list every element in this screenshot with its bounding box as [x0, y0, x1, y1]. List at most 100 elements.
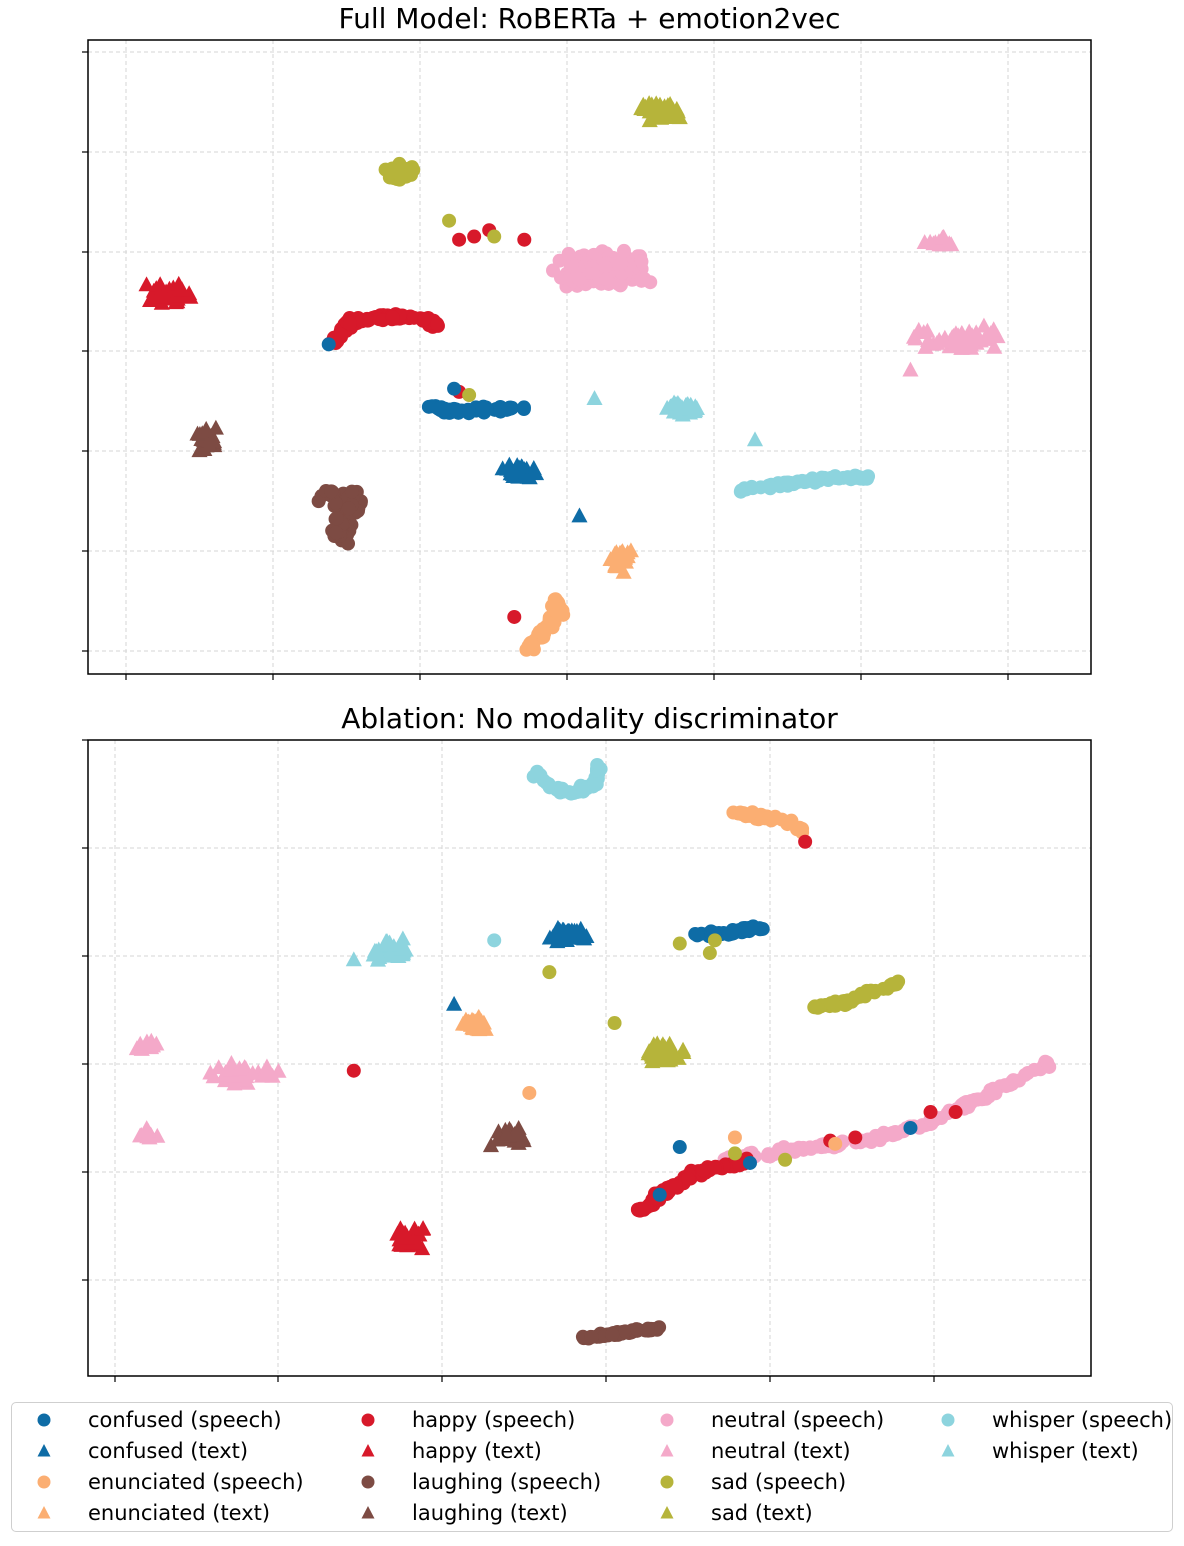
legend-triangle-marker: [37, 1444, 51, 1457]
neutral-text-point: [226, 1075, 243, 1091]
legend-item: enunciated (text): [34, 1499, 270, 1527]
scatter-plot-ablation: [82, 739, 1092, 1382]
sad-speech-point: [672, 936, 687, 951]
sad-speech-point: [487, 229, 502, 244]
enunciated-speech-point: [741, 808, 756, 823]
neutral-speech-point: [634, 254, 649, 269]
legend-circle-marker: [361, 1475, 375, 1489]
whisper-text-point: [390, 940, 407, 956]
laughing-text-point: [191, 442, 208, 458]
neutral-text-point: [205, 1068, 222, 1084]
neutral-text-point: [946, 328, 964, 344]
legend-item: happy (speech): [358, 1406, 575, 1434]
happy-text-point: [406, 1220, 423, 1236]
laughing-speech-point: [341, 501, 356, 516]
legend-label: sad (speech): [711, 1470, 847, 1494]
neutral-text-point: [947, 337, 964, 353]
happy-text-point: [138, 276, 155, 292]
neutral-speech-point: [613, 278, 628, 293]
neutral-text-point: [902, 361, 919, 377]
neutral-text-point: [143, 1032, 160, 1048]
legend-triangle-marker: [660, 1506, 674, 1519]
whisper-text-point: [345, 951, 362, 967]
legend-triangle-marker: [941, 1444, 955, 1457]
confused-text-point: [561, 922, 578, 938]
confused-speech-point: [448, 402, 463, 417]
legend-item: laughing (speech): [358, 1468, 601, 1496]
whisper-speech-point: [530, 764, 545, 779]
sad-text-point: [669, 103, 686, 119]
legend-label: sad (text): [711, 1501, 813, 1525]
happy-speech-point: [669, 1178, 684, 1193]
laughing-speech-point: [630, 1322, 645, 1337]
happy-speech-point: [346, 1063, 361, 1078]
enunciated-speech-point: [794, 823, 809, 838]
neutral-text-point: [258, 1062, 275, 1078]
legend-label: laughing (speech): [412, 1470, 602, 1494]
sad-speech-point: [838, 997, 853, 1012]
legend-circle-marker: [361, 1413, 375, 1427]
legend-triangle-marker: [660, 1444, 674, 1457]
confused-text-point: [546, 928, 563, 944]
enunciated-text-point: [615, 563, 632, 579]
laughing-speech-point: [328, 496, 343, 511]
legend-item: whisper (speech): [938, 1406, 1172, 1434]
neutral-text-point: [986, 338, 1003, 354]
laughing-speech-point: [329, 525, 344, 540]
whisper-speech-point: [542, 780, 557, 795]
enunciated-speech-point: [784, 813, 799, 828]
neutral-speech-point: [804, 1141, 819, 1156]
neutral-text-point: [270, 1062, 287, 1078]
legend-circle-marker: [37, 1413, 51, 1427]
laughing-text-point: [198, 423, 215, 439]
happy-speech-point: [467, 229, 482, 244]
laughing-text-point: [482, 1137, 500, 1153]
enunciated-text-point: [609, 548, 626, 564]
sad-text-point: [641, 112, 658, 128]
legend-label: laughing (text): [412, 1501, 568, 1525]
confused-speech-point: [672, 1140, 687, 1155]
laughing-speech-point: [605, 1327, 620, 1342]
whisper-text-point: [746, 431, 764, 447]
enunciated-text-point: [464, 1013, 481, 1029]
neutral-text-point: [231, 1060, 248, 1076]
laughing-speech-point: [329, 511, 344, 526]
chart-title-ablation: Ablation: No modality discriminator: [341, 702, 838, 735]
happy-text-point: [173, 281, 191, 297]
sad-speech-point: [707, 933, 722, 948]
confused-text-point: [571, 507, 588, 523]
legend-item: confused (text): [34, 1437, 248, 1465]
sad-speech-point: [542, 965, 557, 980]
sad-speech-point: [702, 946, 717, 961]
legend-label: happy (text): [412, 1439, 542, 1463]
neutral-speech-point: [571, 271, 586, 286]
laughing-text-point: [207, 419, 224, 435]
happy-speech-point: [452, 232, 467, 247]
neutral-speech-point: [1040, 1055, 1055, 1070]
sad-text-point: [659, 97, 676, 112]
happy-speech-point: [507, 609, 522, 624]
neutral-speech-point: [876, 1129, 891, 1144]
enunciated-speech-point: [523, 635, 538, 650]
plot-frame: [87, 39, 1092, 675]
neutral-text-point: [915, 324, 932, 340]
neutral-text-point: [939, 236, 956, 252]
neutral-speech-point: [546, 263, 561, 278]
neutral-speech-point: [1012, 1073, 1027, 1088]
legend-item: confused (speech): [34, 1406, 282, 1434]
sad-speech-point: [393, 169, 408, 184]
laughing-speech-point: [640, 1321, 655, 1336]
laughing-speech-point: [584, 1329, 599, 1344]
legend-item: neutral (text): [657, 1437, 851, 1465]
neutral-speech-point: [963, 1095, 978, 1110]
whisper-speech-point: [587, 777, 602, 792]
legend-circle-marker: [37, 1475, 51, 1489]
happy-speech-point: [798, 834, 813, 849]
legend-triangle-marker: [361, 1444, 375, 1457]
neutral-text-point: [916, 234, 933, 249]
whisper-text-point: [659, 399, 676, 415]
enunciated-speech-point: [550, 605, 565, 620]
scatter-plot-full-model: [82, 39, 1092, 680]
neutral-speech-point: [598, 259, 613, 274]
enunciated-speech-point: [522, 1085, 537, 1100]
